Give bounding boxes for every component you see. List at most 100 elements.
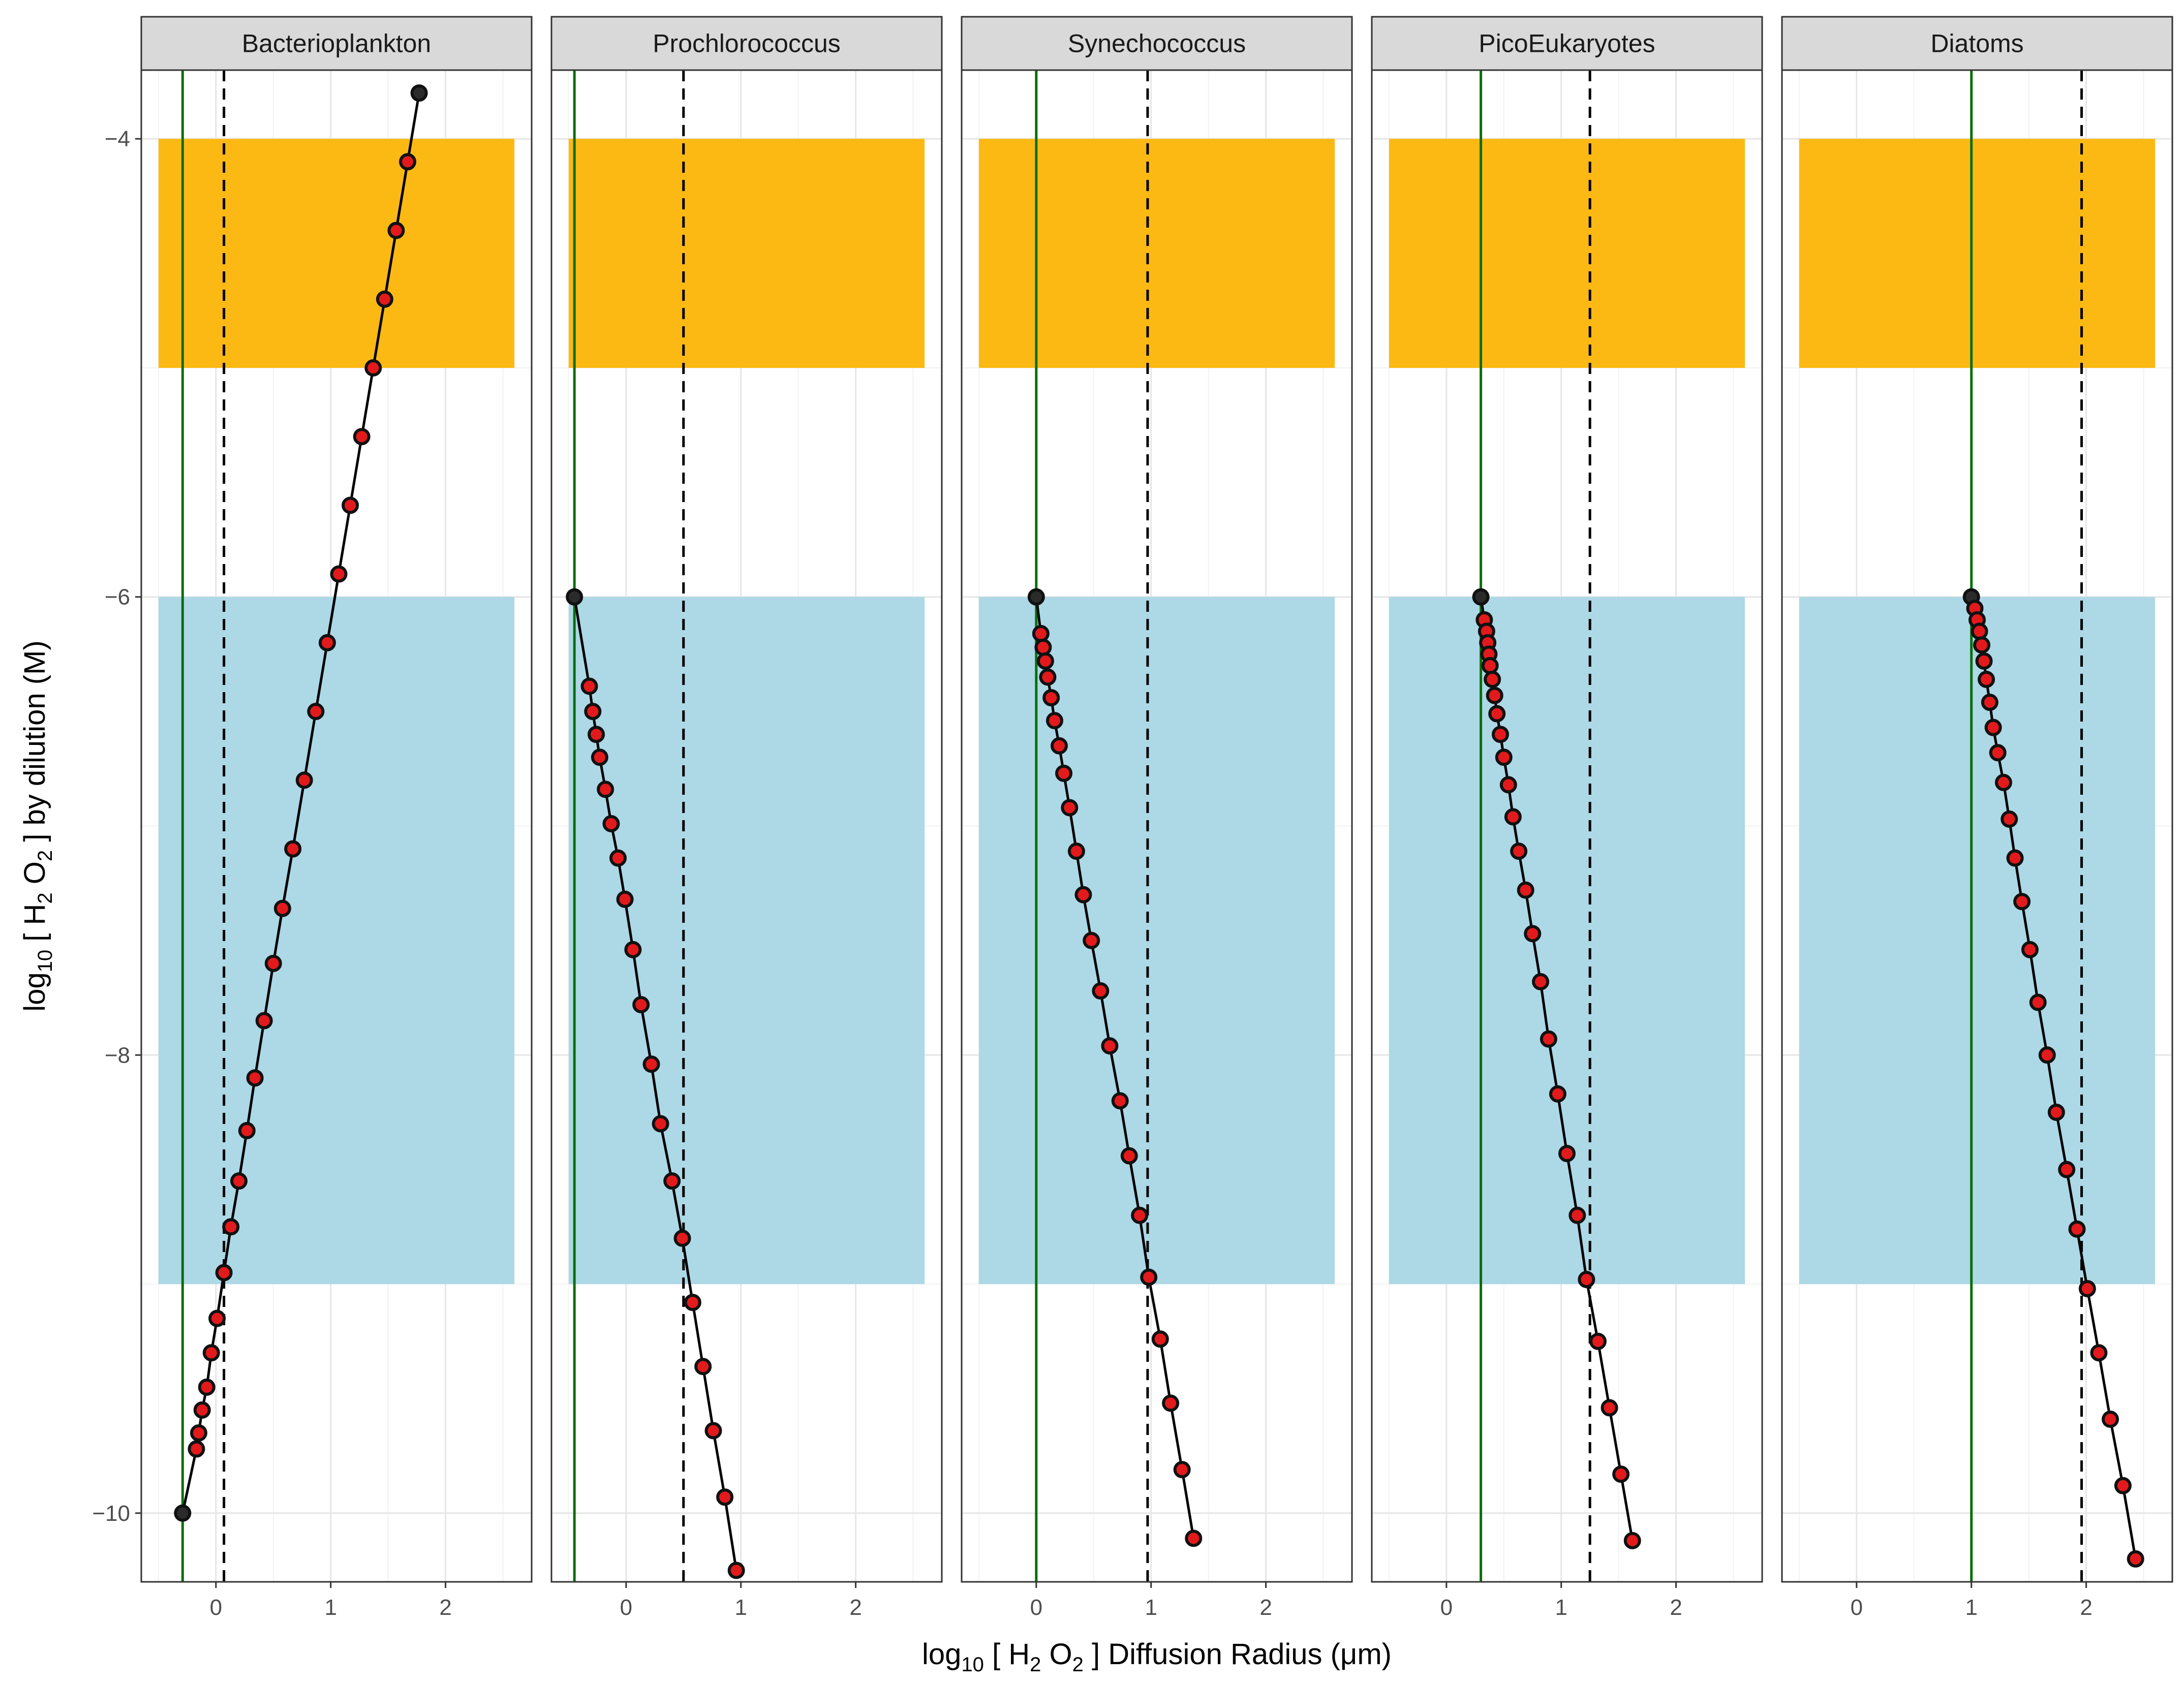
data-point bbox=[376, 290, 393, 308]
data-point bbox=[609, 849, 627, 867]
data-point bbox=[174, 1504, 192, 1522]
x-tick-label: 1 bbox=[734, 1595, 747, 1620]
data-point bbox=[591, 748, 608, 766]
x-tick-label: 1 bbox=[1965, 1595, 1977, 1620]
data-point bbox=[602, 815, 620, 832]
data-point bbox=[1510, 842, 1528, 860]
axis-title-part: ] Diffusion Radius (μm) bbox=[1084, 1638, 1392, 1671]
x-axis-title: log10 [ H2 O2 ] Diffusion Radius (μm) bbox=[922, 1638, 1392, 1676]
data-point bbox=[284, 840, 302, 858]
x-tick-label: 0 bbox=[1440, 1595, 1453, 1620]
data-point bbox=[1131, 1206, 1149, 1224]
data-point bbox=[410, 84, 428, 102]
data-point bbox=[1973, 636, 1991, 654]
panel-bacterioplankton: Bacterioplankton 0 1 2 bbox=[140, 16, 533, 1620]
facet-strip bbox=[140, 16, 533, 71]
data-point bbox=[264, 954, 282, 972]
axis-title-part: 2 bbox=[34, 850, 56, 861]
axis-title-part: log bbox=[922, 1638, 961, 1671]
axis-title-part: ] by dilution (M) bbox=[18, 640, 51, 850]
facet-strip-label: Bacterioplankton bbox=[242, 29, 431, 58]
data-point bbox=[1032, 625, 1050, 642]
facet-strip bbox=[1371, 16, 1763, 71]
data-point bbox=[1083, 931, 1100, 949]
data-point bbox=[2006, 849, 2024, 867]
data-point bbox=[1532, 973, 1550, 991]
facet-strip-label: Diatoms bbox=[1930, 29, 2023, 58]
data-point bbox=[652, 1115, 669, 1133]
data-point bbox=[188, 1440, 205, 1458]
band-orange bbox=[978, 139, 1335, 368]
x-tick-label: 0 bbox=[620, 1595, 632, 1620]
series-diatoms bbox=[1962, 588, 2144, 1568]
data-point bbox=[1540, 1030, 1557, 1048]
data-point bbox=[580, 677, 598, 695]
data-point bbox=[684, 1294, 701, 1312]
data-point bbox=[624, 941, 642, 958]
panel-picoeukaryotes: PicoEukaryotes 0 1 2 bbox=[1371, 16, 1763, 1620]
facet-strip-label: Synechococcus bbox=[1068, 29, 1246, 58]
axis-title-part: 2 bbox=[34, 892, 56, 903]
data-point bbox=[2029, 993, 2047, 1011]
data-point bbox=[1488, 705, 1506, 723]
x-tick-label: 2 bbox=[1670, 1595, 1682, 1620]
axis-title-part: log bbox=[18, 972, 51, 1011]
axis-title-part: 10 bbox=[961, 1653, 984, 1676]
x-tick-label: 0 bbox=[210, 1595, 222, 1620]
x-tick-label: 1 bbox=[324, 1595, 336, 1620]
data-point bbox=[1499, 776, 1517, 794]
data-point bbox=[1472, 588, 1490, 606]
data-point bbox=[1558, 1145, 1576, 1163]
band-orange bbox=[568, 139, 925, 368]
data-point bbox=[1151, 1330, 1169, 1348]
data-point bbox=[1495, 748, 1513, 766]
data-point bbox=[1051, 737, 1068, 755]
facet-strip bbox=[550, 16, 943, 71]
band-blue bbox=[978, 597, 1335, 1285]
data-point bbox=[1549, 1085, 1566, 1103]
data-point bbox=[202, 1344, 220, 1362]
data-point bbox=[1994, 773, 2012, 791]
data-point bbox=[1578, 1271, 1595, 1288]
data-point bbox=[1034, 638, 1052, 656]
data-point bbox=[1981, 694, 1998, 711]
data-point bbox=[1975, 652, 1993, 670]
data-point bbox=[1978, 671, 1995, 689]
panel-prochlorococcus: Prochlorococcus 0 1 2 bbox=[550, 16, 943, 1620]
axis-title-part: O bbox=[1041, 1638, 1072, 1671]
facet-strip bbox=[1781, 16, 2173, 71]
data-point bbox=[399, 153, 417, 171]
data-point bbox=[2021, 941, 2039, 958]
data-point bbox=[2127, 1550, 2144, 1568]
x-tick-label: 2 bbox=[2080, 1595, 2092, 1620]
series-prochlorococcus bbox=[566, 588, 745, 1579]
data-point bbox=[1989, 744, 2007, 762]
data-point bbox=[642, 1055, 660, 1073]
axis-title-part: 10 bbox=[34, 950, 56, 973]
y-tick-label: −4 bbox=[105, 127, 130, 151]
axis-title-part: 2 bbox=[1072, 1653, 1084, 1676]
series-synechococcus bbox=[1027, 588, 1203, 1547]
y-tick-label: −10 bbox=[92, 1501, 130, 1526]
x-tick-label: 1 bbox=[1145, 1595, 1157, 1620]
data-point bbox=[1111, 1092, 1129, 1110]
y-axis-title: log10 [ H2 O2 ] by dilution (M) bbox=[18, 640, 56, 1011]
data-point bbox=[2058, 1161, 2076, 1178]
y-tick-label: −6 bbox=[105, 585, 130, 610]
band-orange bbox=[158, 139, 515, 368]
data-point bbox=[673, 1229, 691, 1247]
band-orange bbox=[1799, 139, 2156, 368]
data-point bbox=[597, 781, 614, 798]
data-point bbox=[1092, 982, 1110, 1000]
x-tick-label: 0 bbox=[1030, 1595, 1042, 1620]
band-blue bbox=[1389, 597, 1745, 1285]
data-point bbox=[1601, 1399, 1618, 1417]
x-tick-label: 1 bbox=[1555, 1595, 1567, 1620]
data-point bbox=[307, 703, 325, 721]
data-point bbox=[566, 588, 583, 606]
panel-synechococcus: Synechococcus 0 1 2 bbox=[961, 16, 1353, 1620]
data-point bbox=[584, 703, 602, 721]
data-point bbox=[273, 899, 291, 917]
y-tick-label: −8 bbox=[105, 1043, 130, 1068]
